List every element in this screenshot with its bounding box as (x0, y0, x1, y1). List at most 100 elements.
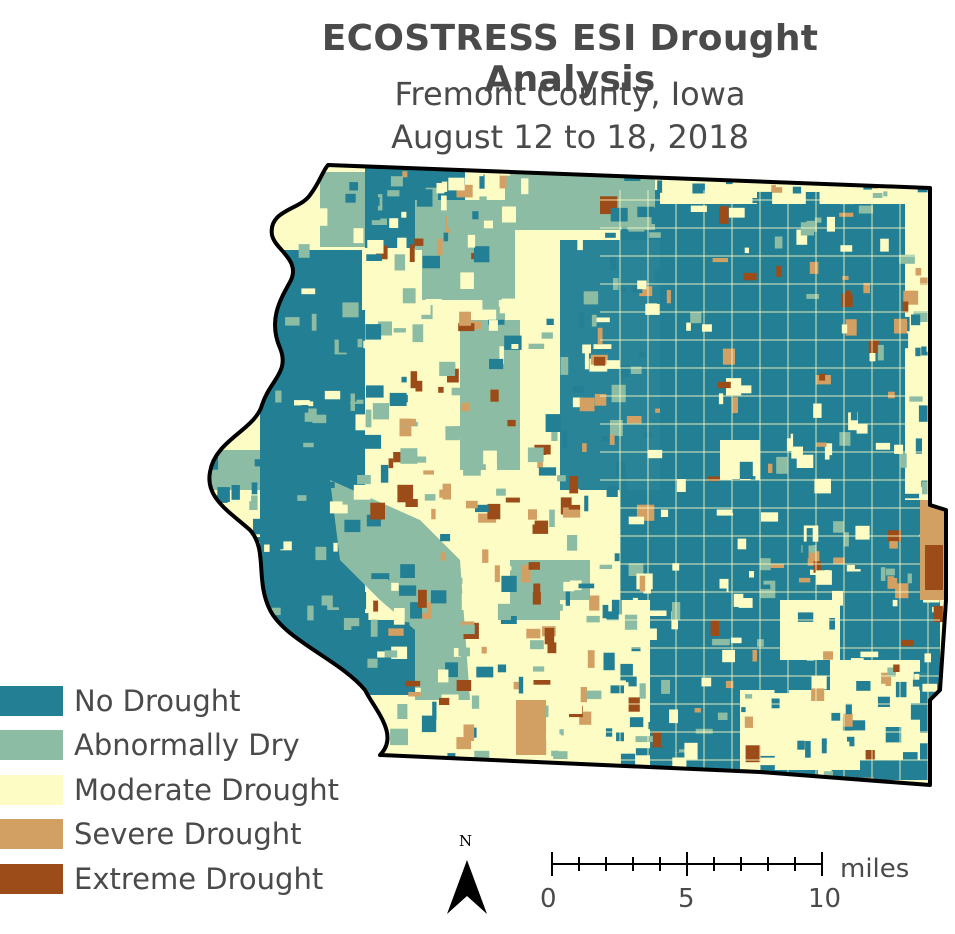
drought-cell (249, 642, 260, 659)
scale-label-0: 0 (540, 884, 557, 914)
drought-cell (320, 310, 332, 322)
drought-cell (242, 607, 252, 621)
drought-cell (806, 654, 814, 661)
drought-cell (686, 322, 691, 331)
drought-cell (563, 581, 575, 592)
drought-cell (425, 637, 436, 656)
drought-cell (315, 546, 327, 561)
drought-cell (216, 393, 229, 403)
drought-cell (738, 385, 752, 394)
drought-cell (370, 502, 385, 520)
drought-cell (244, 596, 259, 606)
drought-cell (597, 327, 603, 345)
drought-cell (434, 285, 445, 293)
drought-cell (294, 544, 301, 554)
drought-cell (463, 458, 481, 476)
drought-cell (931, 340, 946, 347)
drought-cell (761, 512, 779, 522)
drought-cell (594, 393, 607, 406)
drought-cell (811, 675, 827, 690)
drought-cell (609, 776, 628, 782)
drought-cell (578, 312, 585, 328)
drought-cell (597, 776, 615, 785)
drought-cell (767, 432, 775, 437)
drought-cell (402, 171, 408, 178)
drought-cell (606, 486, 618, 497)
drought-cell (567, 535, 578, 551)
drought-cell (301, 405, 309, 413)
drought-cell (249, 495, 258, 510)
drought-cell (399, 585, 417, 596)
drought-cell (528, 509, 537, 520)
drought-cell (808, 336, 826, 352)
drought-cell (745, 745, 761, 763)
drought-cell (218, 530, 231, 538)
drought-cell (683, 336, 690, 354)
drought-cell (421, 715, 437, 733)
drought-cell (254, 459, 264, 467)
drought-cell (816, 442, 827, 447)
drought-cell (768, 463, 773, 473)
drought-cell (725, 680, 734, 689)
drought-cell (901, 639, 914, 647)
drought-cell (527, 447, 544, 463)
drought-cell (763, 170, 770, 181)
drought-cell (637, 280, 647, 290)
drought-cell (460, 272, 474, 289)
drought-cell (776, 489, 786, 505)
drought-cell (377, 651, 389, 658)
drought-cell (384, 650, 398, 658)
drought-cell (342, 430, 349, 444)
drought-cell (885, 568, 895, 576)
drought-cell (565, 704, 583, 714)
drought-cell (259, 658, 271, 671)
drought-cell (370, 619, 378, 637)
drought-cell (856, 423, 868, 434)
drought-cell (679, 417, 685, 427)
drought-cell (453, 648, 461, 657)
drought-cell (256, 537, 272, 542)
drought-cell (253, 224, 259, 241)
drought-cell (326, 481, 335, 488)
drought-cell (936, 768, 942, 780)
drought-cell (690, 205, 707, 212)
drought-cell (565, 591, 570, 606)
drought-cell (250, 181, 255, 196)
drought-cell (943, 765, 947, 782)
drought-cell (403, 394, 408, 403)
drought-cell (733, 593, 744, 607)
legend-label: Moderate Drought (74, 773, 340, 807)
drought-cell (578, 583, 595, 589)
drought-cell (261, 410, 278, 428)
drought-cell (460, 402, 471, 412)
drought-cell (345, 557, 360, 564)
drought-cell (845, 319, 857, 336)
drought-cell (533, 692, 539, 702)
drought-cell (456, 680, 472, 691)
drought-cell (639, 352, 647, 357)
drought-cell (490, 389, 499, 402)
drought-cell (436, 183, 445, 194)
drought-cell (611, 599, 622, 615)
legend-swatch (0, 775, 63, 805)
drought-cell (212, 563, 220, 573)
drought-cell (555, 604, 563, 611)
drought-cell (283, 169, 293, 184)
drought-cell (717, 712, 728, 720)
drought-cell (899, 254, 915, 264)
drought-cell (499, 304, 507, 314)
drought-cell (577, 527, 587, 544)
drought-cell (422, 553, 432, 567)
drought-cell (850, 290, 860, 295)
drought-cell (894, 560, 902, 578)
drought-cell (461, 624, 475, 635)
drought-cell (476, 551, 481, 570)
drought-cell (432, 701, 437, 720)
drought-cell (632, 597, 638, 613)
drought-cell (715, 660, 725, 677)
drought-cell (570, 580, 582, 591)
drought-cell (774, 675, 790, 694)
drought-cell (293, 765, 308, 771)
drought-cell (868, 340, 879, 353)
drought-cell (839, 432, 851, 446)
